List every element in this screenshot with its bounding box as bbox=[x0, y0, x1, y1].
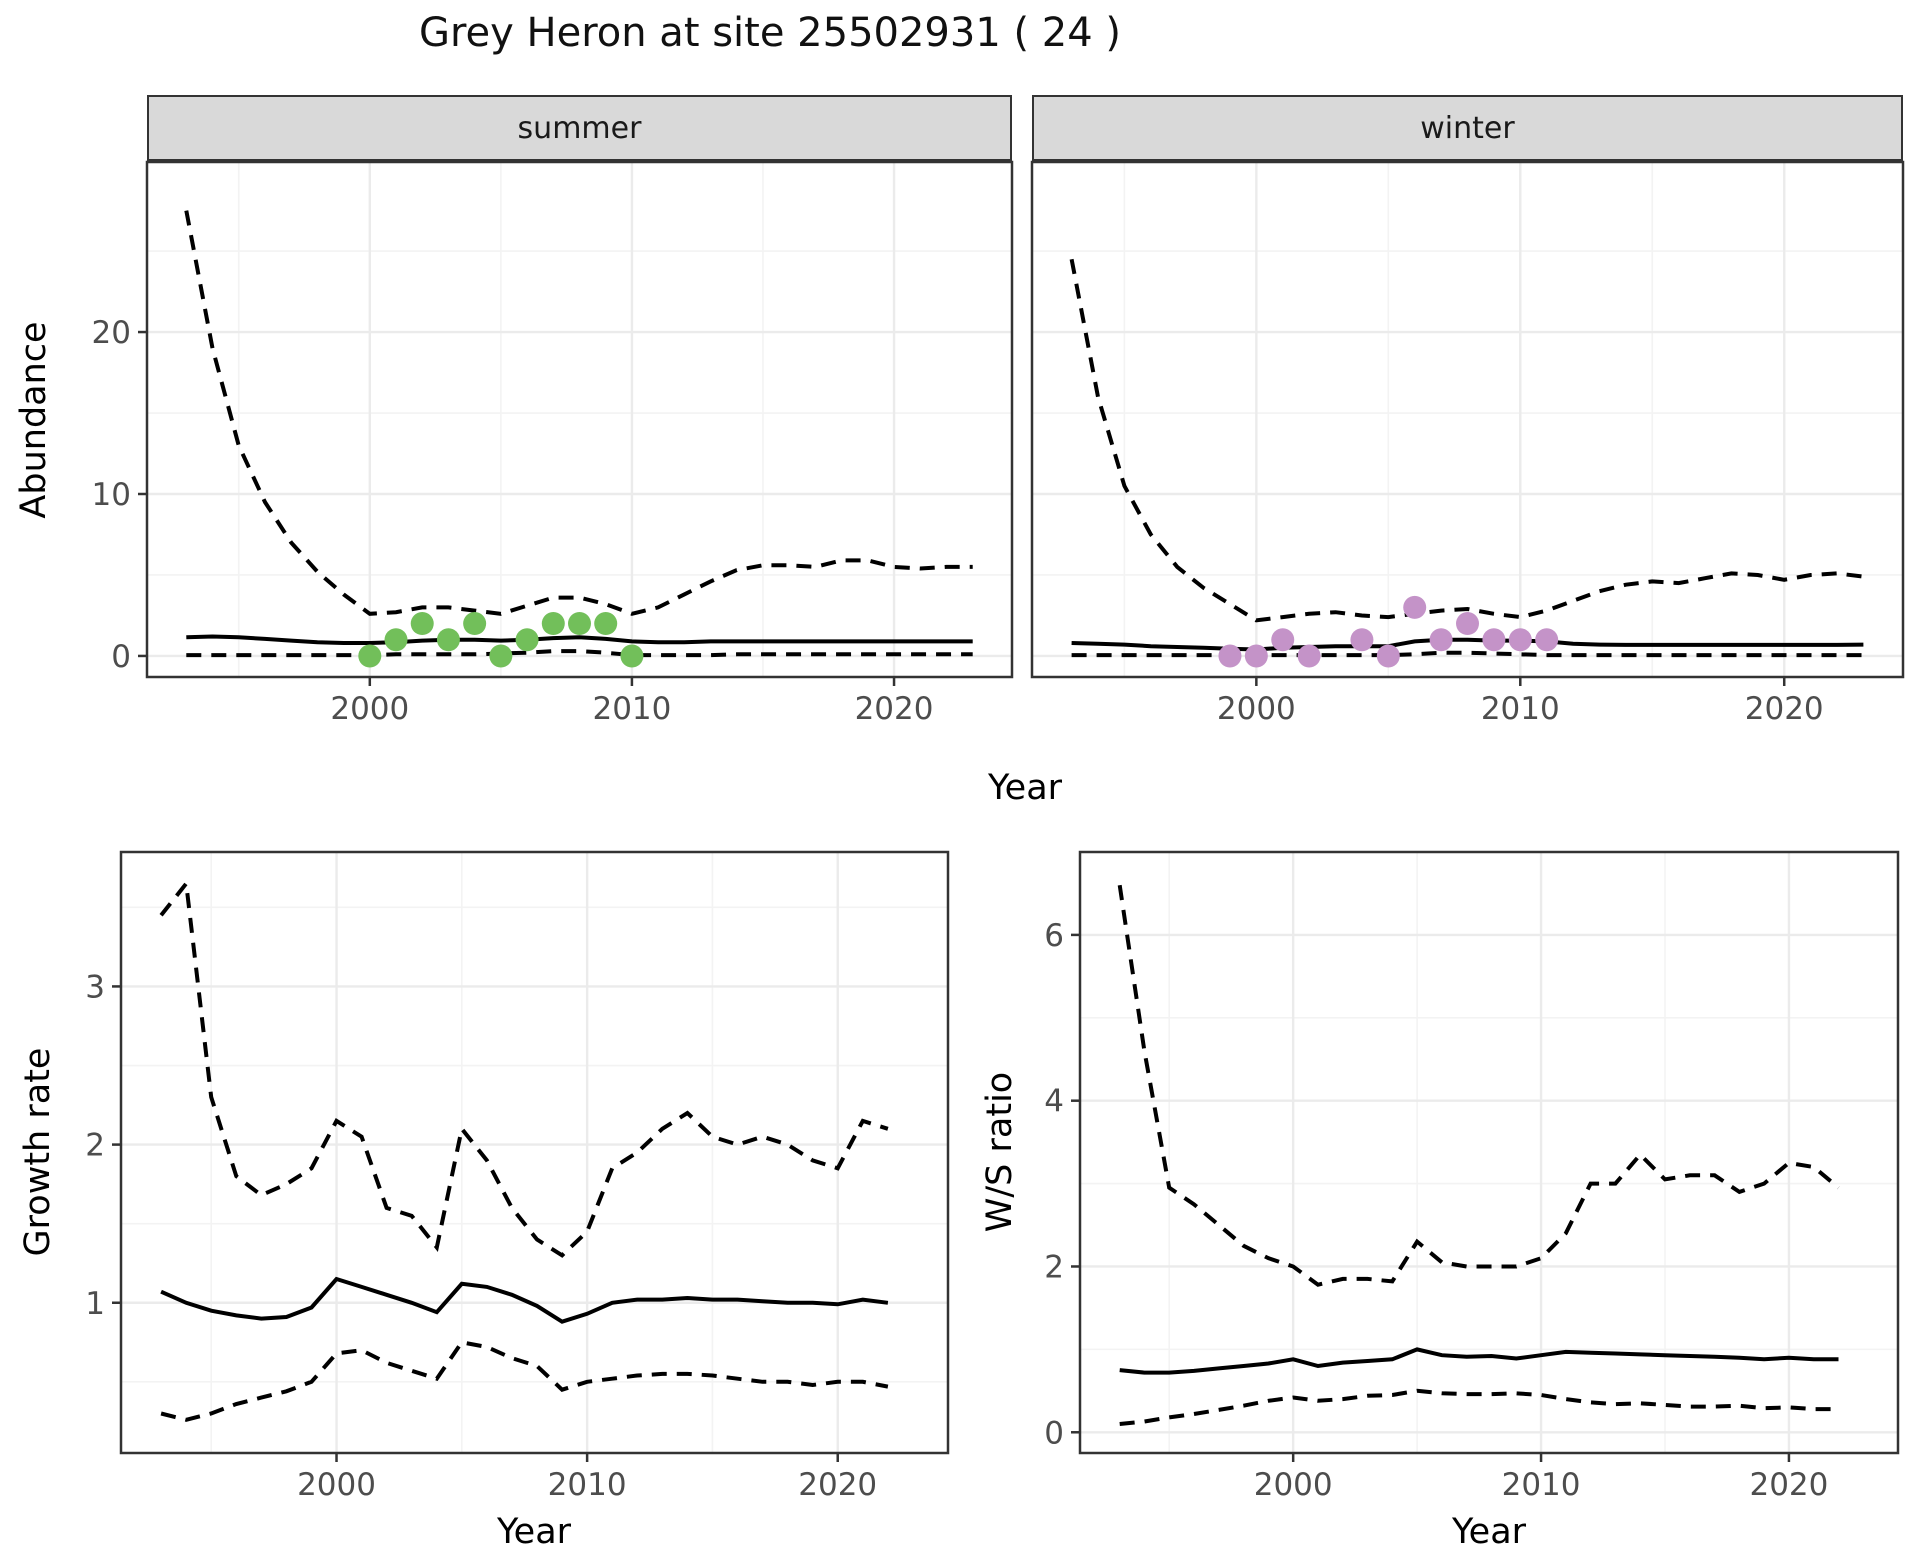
data-point bbox=[1244, 644, 1268, 668]
gridlines-minor bbox=[121, 852, 948, 1453]
lower_95ci-line bbox=[160, 1340, 889, 1422]
data-point bbox=[1350, 628, 1374, 652]
observed-counts-summer bbox=[358, 612, 644, 668]
x-tick-label: 2020 bbox=[1749, 1467, 1828, 1503]
data-point bbox=[436, 628, 460, 652]
data-point bbox=[463, 612, 487, 636]
data-point bbox=[1456, 612, 1479, 636]
gridlines-minor bbox=[147, 162, 1012, 677]
lower_95ci-line bbox=[1071, 650, 1864, 658]
data-point bbox=[1535, 628, 1559, 652]
growth-year-axis-title: Year bbox=[496, 1512, 572, 1552]
y-tick-label: 10 bbox=[92, 477, 131, 513]
x-tick-label: 2020 bbox=[798, 1467, 877, 1503]
median-line bbox=[1119, 1347, 1839, 1375]
x-tick-label: 2020 bbox=[855, 691, 934, 727]
panel-growth_rate: 2000 2010 2020 1 2 3 bbox=[85, 850, 950, 1503]
data-point bbox=[1508, 628, 1532, 652]
y-tick-label: 0 bbox=[111, 639, 131, 675]
y-tick-label: 6 bbox=[1044, 918, 1064, 954]
facet-strip-summer-label: summer bbox=[517, 110, 642, 146]
y-tick-label: 1 bbox=[85, 1286, 105, 1322]
ws-ratio-axis-title: W/S ratio bbox=[980, 1071, 1020, 1233]
panel-border bbox=[119, 850, 950, 1455]
data-point bbox=[515, 628, 539, 652]
observed-counts-winter bbox=[1218, 595, 1559, 668]
data-point bbox=[410, 612, 434, 636]
data-point bbox=[620, 644, 644, 668]
lower_95ci-line bbox=[1119, 1388, 1839, 1426]
panel-border bbox=[145, 160, 1014, 679]
panel-border bbox=[1030, 160, 1905, 679]
x-tick-label: 2010 bbox=[592, 691, 671, 727]
median-line bbox=[1071, 637, 1864, 652]
figure-title: Grey Heron at site 25502931 ( 24 ) bbox=[418, 10, 1122, 56]
abundance-axis-title: Abundance bbox=[14, 321, 54, 519]
axis-ticks: 2000 2010 2020 0 2 4 6 bbox=[1044, 918, 1828, 1503]
data-point bbox=[1218, 644, 1242, 668]
panel-border bbox=[1078, 850, 1900, 1455]
data-point bbox=[568, 612, 591, 636]
y-tick-label: 4 bbox=[1044, 1084, 1064, 1120]
y-tick-label: 20 bbox=[92, 315, 131, 351]
upper_95ci-line bbox=[1069, 258, 1864, 623]
facet-strip-winter-label: winter bbox=[1420, 110, 1515, 146]
panel-ws_ratio: 2000 2010 2020 0 2 4 6 bbox=[1044, 850, 1900, 1503]
gridlines-major bbox=[1080, 852, 1898, 1453]
data-point bbox=[594, 612, 618, 636]
x-tick-label: 2000 bbox=[330, 691, 409, 727]
ws-year-axis-title: Year bbox=[1451, 1512, 1527, 1552]
data-point bbox=[1482, 628, 1506, 652]
facet-strip-summer: summer bbox=[147, 95, 1012, 161]
median-line bbox=[160, 1276, 889, 1324]
data-point bbox=[1403, 595, 1427, 619]
x-tick-label: 2000 bbox=[1217, 691, 1296, 727]
facet-strip-winter: winter bbox=[1032, 95, 1903, 161]
gridlines-minor bbox=[1032, 162, 1903, 677]
y-tick-label: 0 bbox=[1044, 1415, 1064, 1451]
x-tick-label: 2020 bbox=[1745, 691, 1824, 727]
y-tick-label: 2 bbox=[1044, 1249, 1064, 1285]
y-tick-label: 2 bbox=[85, 1128, 105, 1164]
gridlines-major bbox=[121, 852, 948, 1453]
upper_95ci-line bbox=[159, 878, 889, 1258]
growth-rate-axis-title: Growth rate bbox=[18, 1047, 58, 1257]
panel-abundance_winter: 2000 2010 2020 bbox=[1030, 160, 1905, 727]
median-line bbox=[186, 634, 973, 645]
data-point bbox=[1297, 644, 1321, 668]
data-point bbox=[541, 612, 565, 636]
data-point bbox=[358, 644, 382, 668]
x-tick-label: 2010 bbox=[1481, 691, 1560, 727]
panel-abundance_summer: 2000 2010 2020 0 10 20 bbox=[92, 160, 1014, 727]
x-tick-label: 2010 bbox=[548, 1467, 627, 1503]
data-point bbox=[489, 644, 513, 668]
top-year-axis-title: Year bbox=[987, 768, 1063, 808]
data-point bbox=[1429, 628, 1453, 652]
lower_95ci-line bbox=[186, 649, 973, 658]
axis-ticks: 2000 2010 2020 1 2 3 bbox=[85, 969, 877, 1503]
axis-ticks: 2000 2010 2020 0 10 20 bbox=[92, 315, 934, 727]
data-point bbox=[384, 628, 408, 652]
axis-ticks: 2000 2010 2020 bbox=[1217, 677, 1824, 727]
x-tick-label: 2000 bbox=[1254, 1467, 1333, 1503]
data-point bbox=[1376, 644, 1400, 668]
data-point bbox=[1271, 628, 1295, 652]
x-tick-label: 2010 bbox=[1502, 1467, 1581, 1503]
x-tick-label: 2000 bbox=[297, 1467, 376, 1503]
upper_95ci-line bbox=[1117, 884, 1840, 1287]
y-tick-label: 3 bbox=[85, 969, 105, 1005]
